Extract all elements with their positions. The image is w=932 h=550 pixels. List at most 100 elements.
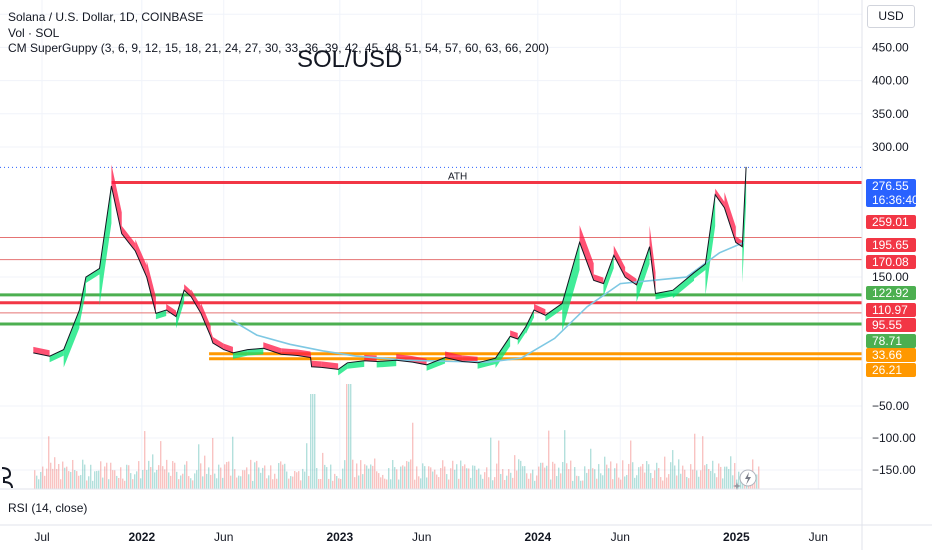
volume-bar (246, 467, 248, 489)
volume-bar (560, 473, 562, 489)
price-tag (866, 303, 916, 317)
volume-bar (230, 475, 232, 489)
volume-bar (336, 476, 338, 489)
ribbon-segment (724, 192, 736, 243)
volume-bar (578, 476, 580, 489)
volume-bar (518, 459, 520, 489)
volume-bar (608, 468, 610, 489)
volume-bar (82, 459, 84, 489)
volume-bar (278, 463, 280, 489)
ribbon-segment (705, 194, 716, 296)
volume-bar (212, 437, 214, 489)
volume-bar (550, 479, 552, 489)
volume-bar (484, 472, 486, 489)
volume-bar (648, 464, 650, 489)
price-tick-label: −100.00 (872, 431, 916, 445)
ribbon-segment (281, 348, 298, 356)
time-tick-label: 2023 (326, 530, 353, 544)
price-tag (866, 238, 916, 252)
guppy-ribbon (33, 164, 747, 376)
volume-bar (240, 476, 242, 489)
volume-bar (154, 472, 156, 489)
volume-bar (486, 467, 488, 489)
volume-bar (520, 460, 522, 489)
volume-bar (686, 476, 688, 489)
volume-bar (434, 469, 436, 489)
volume-bar (168, 472, 170, 489)
volume-bar (516, 470, 518, 489)
volume-bar (492, 480, 494, 489)
volume-bar (730, 456, 732, 489)
volume-bar (178, 479, 180, 489)
volume-bar (130, 473, 132, 489)
volume-bar (678, 459, 680, 489)
volume-bar (380, 477, 382, 489)
volume-bar (358, 475, 360, 489)
volume-bar (466, 468, 468, 489)
volume-bar (690, 464, 692, 489)
volume-bar (634, 477, 636, 489)
ribbon-segment (517, 326, 526, 346)
volume-bar (200, 463, 202, 489)
volume-bar (108, 479, 110, 489)
ribbon-segment (311, 360, 322, 368)
volume-bar (36, 475, 38, 489)
ribbon-segment (146, 260, 156, 314)
volume-bar (646, 461, 648, 489)
volume-bar (114, 470, 116, 489)
ribbon-segment (263, 342, 282, 355)
volume-bar (402, 465, 404, 489)
volume-bar (314, 394, 316, 489)
ribbon-segment (562, 242, 580, 331)
volume-bar (124, 480, 126, 489)
volume-bar (250, 459, 252, 489)
volume-bar (204, 455, 206, 489)
lightning-icon[interactable] (739, 469, 757, 487)
volume-bar (504, 479, 506, 489)
volume-bar (610, 461, 612, 489)
volume-bar (234, 469, 236, 489)
ma200-line (230, 241, 745, 363)
legend-symbol: Solana / U.S. Dollar, 1D, COINBASE (8, 10, 204, 24)
volume-bar (288, 478, 290, 489)
volume-bar (532, 469, 534, 489)
volume-bar (522, 466, 524, 489)
volume-bar (248, 474, 250, 489)
volume-bar (528, 478, 530, 489)
volume-bar (724, 466, 726, 489)
ribbon-segment (175, 290, 185, 329)
volume-bar (580, 480, 582, 489)
ribbon-segment (593, 274, 604, 284)
volume-bar (384, 478, 386, 489)
volume-bar (160, 441, 162, 489)
volume-bar (128, 465, 130, 489)
volume-bar (662, 480, 664, 489)
volume-bar (372, 465, 374, 489)
ribbon-segment (636, 246, 650, 303)
volume-bar (732, 475, 734, 489)
volume-bar (98, 470, 100, 489)
volume-bar (718, 463, 720, 489)
volume-bar (156, 469, 158, 489)
volume-bar (42, 466, 44, 489)
volume-bar (464, 464, 466, 489)
volume-bar (38, 479, 40, 489)
volume-bar (202, 476, 204, 489)
volume-bar (664, 456, 666, 489)
ribbon-segment (212, 337, 224, 350)
ribbon-segment (694, 264, 706, 279)
volume-bar (540, 462, 542, 489)
price-tag-label: 170.08 (872, 255, 909, 269)
volume-bar (454, 469, 456, 489)
volume-bar (236, 477, 238, 489)
ribbon-segment (247, 348, 264, 356)
volume-bar (656, 462, 658, 489)
volume-bar (190, 478, 192, 489)
currency-button[interactable]: USD (867, 5, 915, 28)
volume-bar (472, 465, 474, 489)
volume-bar (170, 475, 172, 489)
volume-bar (490, 437, 492, 489)
volume-bar (494, 477, 496, 489)
volume-bar (440, 467, 442, 489)
